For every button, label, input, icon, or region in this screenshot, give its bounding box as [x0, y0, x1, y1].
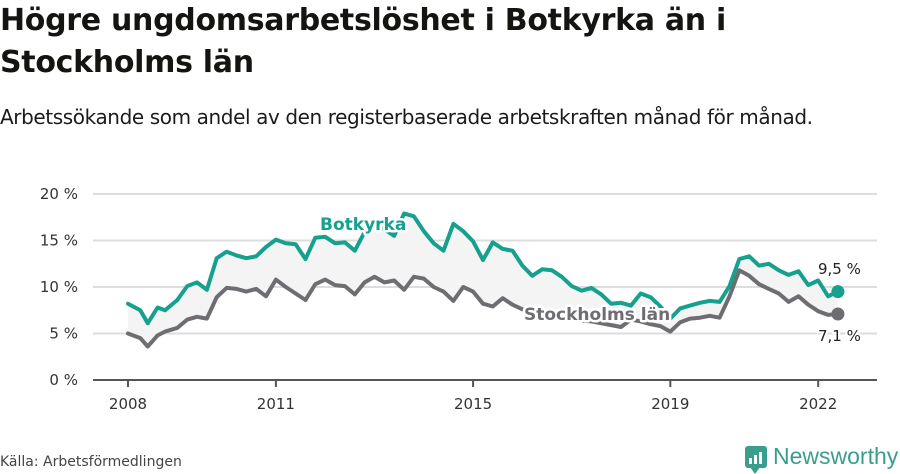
stockholm-label: Stockholms län — [524, 305, 670, 325]
x-axis-ticks: 2008 2011 2015 2019 2022 — [109, 380, 837, 413]
bar-chart-speech-bubble-icon — [745, 445, 767, 474]
y-tick-label: 20 % — [40, 185, 78, 203]
y-axis-labels: 0 % 5 % 10 % 15 % 20 % — [40, 185, 78, 389]
stockholm-end-value: 7,1 % — [818, 327, 861, 345]
x-tick-label: 2019 — [651, 395, 689, 413]
botkyrka-end-value: 9,5 % — [818, 260, 861, 278]
y-tick-label: 5 % — [49, 325, 78, 343]
chart-title: Högre ungdomsarbetslöshet i Botkyrka än … — [0, 3, 726, 80]
newsworthy-logo: Newsworthy — [745, 443, 899, 474]
y-tick-label: 10 % — [40, 278, 78, 296]
stockholm-line — [126, 268, 840, 349]
brand-name: Newsworthy — [773, 443, 899, 469]
botkyrka-line — [126, 211, 840, 326]
y-tick-label: 15 % — [40, 232, 78, 250]
gap-band — [128, 213, 838, 347]
x-tick-label: 2008 — [109, 395, 147, 413]
stockholm-end-marker — [831, 307, 845, 321]
botkyrka-label: Botkyrka — [320, 215, 406, 235]
x-tick-label: 2015 — [454, 395, 492, 413]
x-tick-label: 2011 — [257, 395, 295, 413]
y-tick-label: 0 % — [49, 371, 78, 389]
x-tick-label: 2022 — [799, 395, 837, 413]
chart-subtitle: Arbetssökande som andel av den registerb… — [0, 105, 813, 129]
botkyrka-end-marker — [831, 285, 845, 299]
source-note: Källa: Arbetsförmedlingen — [0, 454, 182, 470]
